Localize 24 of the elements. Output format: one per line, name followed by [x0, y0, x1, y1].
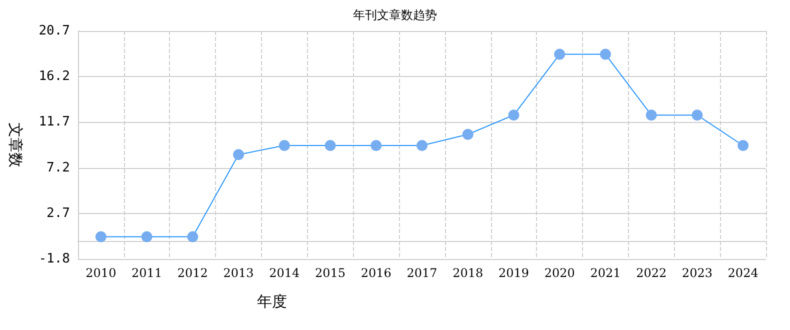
- y-tick-label: 7.2: [46, 160, 70, 176]
- y-tick-label: 2.7: [46, 206, 70, 221]
- x-tick-label: 2011: [132, 266, 162, 280]
- y-tick-label: 16.2: [38, 69, 70, 84]
- y-tick-label: -1.8: [38, 252, 70, 266]
- x-tick-label: 2019: [498, 266, 530, 280]
- x-tick-label: 2014: [269, 266, 300, 280]
- y-tick-label: 11.7: [38, 114, 70, 130]
- x-axis-title: 年度: [257, 292, 287, 310]
- y-axis-title: 文章数: [6, 122, 24, 168]
- x-tick-label: 2017: [406, 266, 438, 280]
- x-tick-label: 2012: [177, 266, 208, 280]
- y-tick-label: 20.7: [38, 24, 70, 38]
- chart-title: 年刊文章数趋势: [353, 8, 437, 22]
- x-tick-label: 2015: [314, 266, 346, 280]
- x-tick-label: 2023: [682, 266, 712, 280]
- x-tick-label: 2010: [86, 266, 116, 280]
- x-tick-label: 2022: [636, 266, 667, 280]
- x-tick-label: 2024: [728, 266, 759, 280]
- x-tick-label: 2013: [223, 266, 254, 280]
- x-tick-label: 2020: [544, 266, 575, 280]
- x-tick-label: 2018: [452, 266, 484, 280]
- x-tick-label: 2016: [360, 266, 392, 280]
- x-tick-label: 2021: [590, 266, 621, 280]
